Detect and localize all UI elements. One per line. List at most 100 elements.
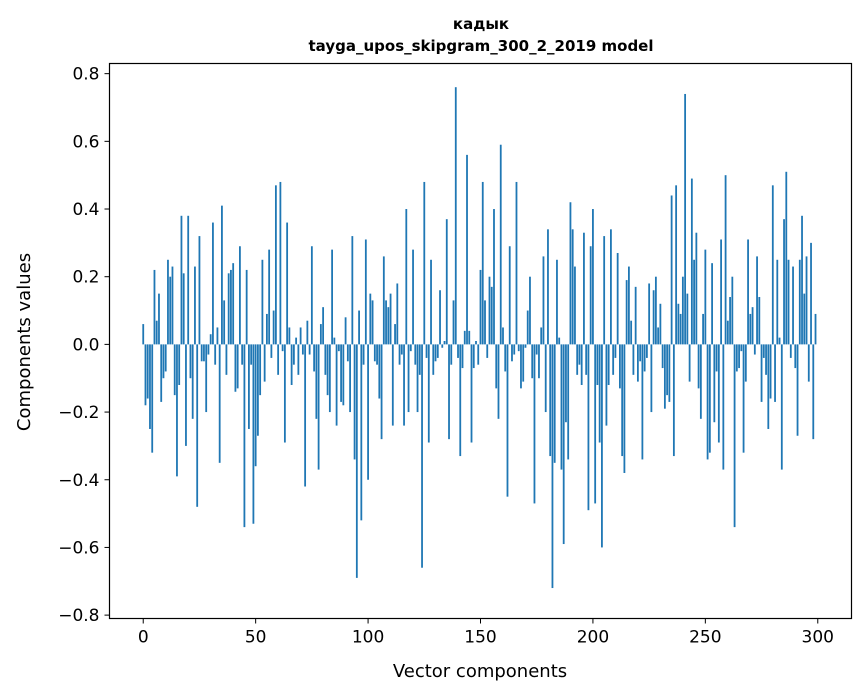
bar-190	[569, 202, 572, 345]
bar-276	[762, 344, 765, 358]
bar-29	[207, 344, 210, 355]
x-tick-label: 50	[245, 628, 267, 648]
bar-107	[382, 256, 385, 345]
bar-17	[180, 215, 183, 345]
bar-15	[176, 344, 178, 477]
bar-103	[373, 344, 376, 362]
bar-0	[142, 324, 145, 345]
bar-30	[209, 334, 212, 345]
bar-261	[729, 297, 731, 345]
bar-85	[333, 337, 336, 345]
bar-114	[398, 344, 401, 365]
bar-257	[720, 239, 722, 345]
bar-106	[380, 344, 383, 440]
bar-237	[675, 185, 678, 345]
bar-206	[605, 344, 608, 426]
bar-44	[241, 344, 244, 365]
bar-99	[364, 239, 367, 345]
bar-260	[726, 320, 729, 345]
bar-242	[686, 293, 689, 345]
bar-194	[578, 344, 581, 365]
bar-184	[556, 259, 558, 345]
bar-256	[717, 344, 720, 443]
bar-140	[457, 344, 459, 358]
bar-86	[335, 344, 338, 426]
bar-123	[418, 344, 421, 375]
bar-72	[304, 344, 307, 487]
bar-214	[623, 344, 626, 473]
bar-163	[508, 246, 511, 345]
bar-133	[441, 344, 444, 348]
bar-94	[353, 344, 356, 460]
bar-281	[774, 344, 776, 402]
bar-62	[281, 344, 284, 352]
bar-121	[414, 344, 417, 365]
bar-83	[328, 344, 331, 413]
bar-243	[688, 344, 691, 382]
bar-56	[268, 249, 271, 345]
chart-subtitle: tayga_upos_skipgram_300_2_2019 model	[309, 37, 654, 55]
bar-22	[191, 344, 194, 419]
bar-285	[783, 219, 785, 345]
bar-159	[499, 144, 502, 345]
bar-207	[607, 344, 610, 385]
bar-88	[340, 344, 342, 402]
bar-132	[439, 290, 441, 345]
bar-147	[472, 344, 475, 369]
bar-268	[744, 344, 747, 382]
bar-171	[526, 310, 529, 345]
bar-233	[666, 344, 669, 396]
bar-37	[225, 344, 228, 375]
bar-289	[792, 266, 794, 345]
bar-111	[391, 344, 394, 426]
bar-210	[614, 344, 617, 358]
bar-146	[470, 344, 473, 443]
bar-236	[672, 344, 675, 457]
bar-223	[643, 344, 646, 372]
bar-252	[708, 344, 711, 453]
bar-89	[342, 344, 345, 406]
bar-54	[263, 344, 266, 382]
bar-228	[654, 276, 657, 345]
bar-250	[704, 249, 707, 345]
bar-187	[562, 344, 565, 545]
bar-134	[443, 341, 446, 345]
bar-293	[801, 215, 803, 345]
bar-208	[610, 229, 612, 345]
bar-71	[301, 344, 304, 355]
bar-200	[592, 209, 594, 345]
bar-68	[295, 337, 298, 345]
bar-12	[169, 276, 172, 345]
bar-32	[214, 344, 217, 365]
bar-284	[780, 344, 783, 470]
bar-100	[367, 344, 369, 480]
bar-8	[160, 344, 163, 402]
y-tick-label: −0.4	[58, 471, 99, 491]
bar-222	[641, 344, 644, 460]
bar-267	[742, 344, 745, 453]
bar-105	[378, 344, 381, 399]
bar-297	[810, 242, 812, 345]
bar-275	[760, 344, 763, 402]
bar-188	[565, 344, 567, 423]
bar-248	[699, 344, 702, 419]
bar-231	[661, 344, 664, 369]
bar-211	[616, 253, 619, 345]
bar-1	[144, 344, 147, 406]
bar-238	[677, 303, 680, 345]
bar-203	[598, 344, 601, 443]
bar-160	[502, 327, 504, 345]
bar-35	[221, 205, 223, 345]
bar-152	[484, 300, 486, 345]
bar-198	[587, 344, 590, 511]
bar-272	[753, 344, 756, 355]
bar-36	[223, 300, 226, 345]
bar-49	[252, 344, 255, 524]
bar-48	[250, 344, 253, 365]
bar-142	[461, 344, 464, 369]
bar-193	[576, 344, 579, 375]
bar-143	[463, 330, 466, 345]
bar-16	[178, 344, 181, 385]
bar-299	[814, 313, 817, 345]
bar-120	[412, 249, 414, 345]
